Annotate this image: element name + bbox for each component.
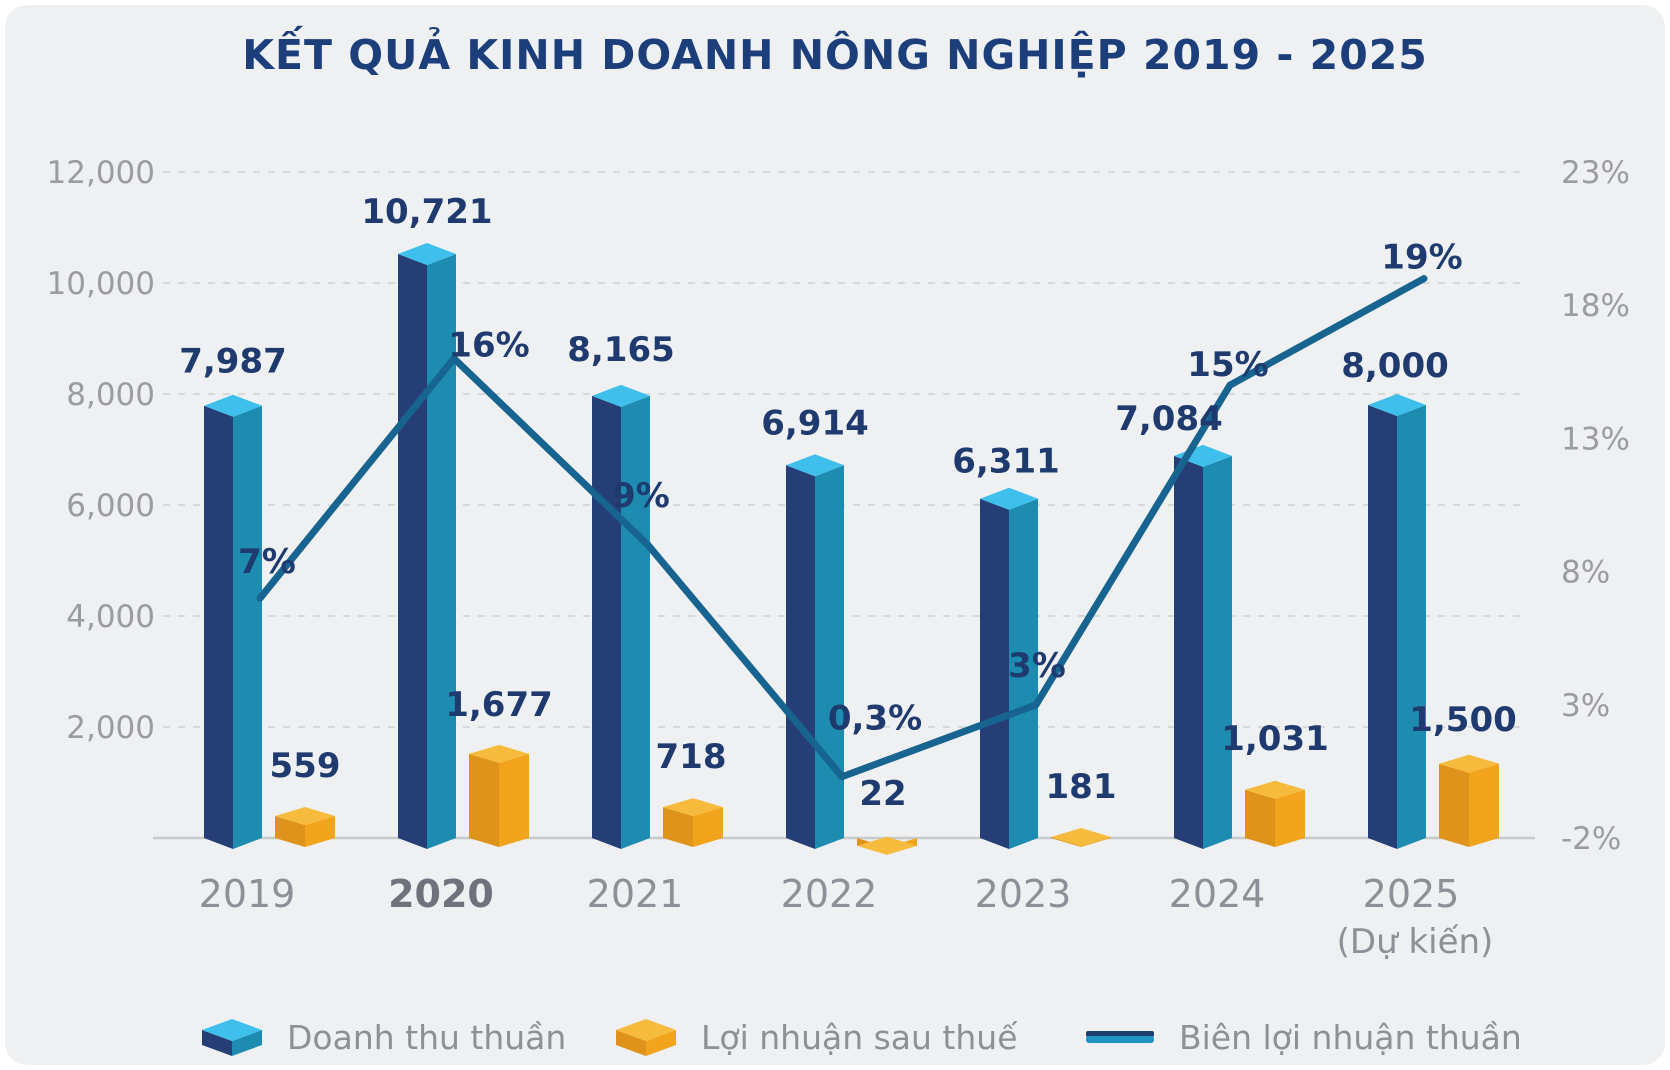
legend-label-revenue: Doanh thu thuần (287, 1017, 567, 1057)
bar-revenue-right-face (621, 395, 650, 849)
margin-value-label: 0,3% (828, 699, 922, 739)
bar-revenue-top-face (592, 384, 650, 407)
year-label: 2023 (975, 872, 1072, 916)
bar-revenue-top-face (980, 487, 1038, 510)
bar-profit-top-face (275, 806, 335, 825)
profit-value-label: 181 (1046, 767, 1117, 807)
legend-item-profit: Lợi nhuận sau thuế (615, 1009, 1018, 1065)
revenue-value-label: 8,000 (1341, 346, 1449, 386)
bar-revenue-left-face (398, 253, 427, 849)
forecast-note: (Dự kiến) (1337, 922, 1494, 962)
bar-revenue-right-face (815, 465, 844, 849)
left-axis-tick: 2,000 (66, 710, 155, 746)
left-axis-tick: 6,000 (66, 488, 155, 524)
bar-profit-left-face (275, 815, 305, 847)
profit-value-label: 559 (270, 746, 341, 786)
chart-title: KẾT QUẢ KINH DOANH NÔNG NGHIỆP 2019 - 20… (242, 31, 1428, 79)
profit-value-label: 718 (656, 737, 727, 777)
bar-profit-right-face (499, 753, 529, 847)
margin-value-label: 16% (448, 325, 529, 365)
right-axis-tick: 13% (1561, 421, 1630, 457)
profit-value-label: 1,031 (1221, 719, 1329, 759)
profit-value-label: 22 (859, 774, 906, 814)
right-axis-tick: -2% (1561, 821, 1621, 857)
bar-profit-left-face (663, 807, 693, 847)
bar-revenue-top-face (204, 394, 262, 417)
bar-profit-top-face (1439, 754, 1499, 773)
year-label: 2019 (199, 872, 296, 916)
left-axis-tick: 10,000 (47, 266, 155, 302)
bar-profit-right-face (305, 815, 335, 847)
bar-revenue-right-face (1009, 498, 1038, 849)
bar-profit-left-face (1245, 789, 1275, 847)
year-label: 2020 (388, 872, 494, 916)
revenue-value-label: 6,914 (761, 403, 869, 443)
bar-revenue-top-face (786, 454, 844, 477)
year-label: 2025 (1363, 872, 1460, 916)
margin-line (256, 275, 1428, 781)
left-axis-tick: 12,000 (47, 155, 155, 191)
margin-value-label: 19% (1381, 238, 1462, 278)
right-axis-tick: 3% (1561, 688, 1610, 724)
bar-profit-right-face (693, 807, 723, 847)
margin-value-label: 15% (1187, 345, 1268, 385)
bar-profit-left-face (1439, 763, 1469, 847)
left-axis-tick: 8,000 (66, 377, 155, 413)
year-label: 2024 (1169, 872, 1266, 916)
bar-revenue-right-face (427, 253, 456, 849)
bar-revenue-left-face (1174, 455, 1203, 849)
margin-value-label: 7% (238, 542, 296, 582)
year-label: 2022 (781, 872, 878, 916)
revenue-value-label: 8,165 (567, 330, 675, 370)
bar-revenue-left-face (786, 465, 815, 849)
bar-profit-right-face (1275, 789, 1305, 847)
chart-legend: Doanh thu thuần Lợi nhuận sau thuế Biên … (5, 1009, 1670, 1065)
bar-revenue-top-face (1368, 394, 1426, 416)
bar-revenue-top-face (398, 242, 456, 265)
bar-profit-right-face (1469, 763, 1499, 847)
bar-profit-top-face (1051, 827, 1111, 846)
revenue-value-label: 10,721 (361, 192, 492, 232)
bar-revenue-right-face (1397, 405, 1426, 849)
bar-revenue-left-face (204, 405, 233, 849)
right-axis-tick: 8% (1561, 555, 1610, 591)
legend-label-margin: Biên lợi nhuận thuần (1179, 1017, 1522, 1057)
legend-item-revenue: Doanh thu thuần (201, 1009, 566, 1065)
bar-profit-right-face (1081, 836, 1111, 847)
bar-revenue-left-face (592, 395, 621, 849)
bar-profit-top-face (663, 798, 723, 817)
profit-value-label: 1,500 (1409, 700, 1517, 740)
margin-line-icon (1086, 1031, 1154, 1043)
margin-value-label: 9% (612, 476, 670, 516)
chart-panel: KẾT QUẢ KINH DOANH NÔNG NGHIỆP 2019 - 20… (5, 5, 1665, 1065)
bar-profit-left-face (1051, 836, 1081, 847)
margin-value-label: 3% (1008, 646, 1066, 686)
right-axis-tick: 18% (1561, 288, 1630, 324)
bar-revenue-left-face (980, 498, 1009, 849)
bar-profit-left-face (469, 753, 499, 847)
profit-value-label: 1,677 (445, 685, 553, 725)
revenue-value-label: 6,311 (952, 442, 1060, 482)
revenue-cube-icon (202, 1019, 262, 1056)
legend-label-profit: Lợi nhuận sau thuế (701, 1017, 1018, 1057)
bar-profit-top-face (857, 836, 917, 855)
left-axis-tick: 4,000 (66, 599, 155, 635)
revenue-value-label: 7,987 (179, 342, 287, 382)
bar-revenue-right-face (1203, 455, 1232, 849)
right-axis-tick: 23% (1561, 155, 1630, 191)
bar-revenue-left-face (1368, 405, 1397, 849)
profit-cube-icon (616, 1019, 676, 1056)
combo-chart: 12,000 10,000 8,000 6,000 4,000 2,000 23% 18% 13… (47, 155, 1630, 962)
bar-profit-top-face (469, 744, 529, 763)
bar-profit-top-face (1245, 780, 1305, 799)
revenue-value-label: 7,084 (1115, 399, 1223, 439)
year-label: 2021 (587, 872, 684, 916)
bar-revenue-right-face (233, 405, 262, 849)
legend-item-margin: Biên lợi nhuận thuần (1085, 1009, 1522, 1065)
